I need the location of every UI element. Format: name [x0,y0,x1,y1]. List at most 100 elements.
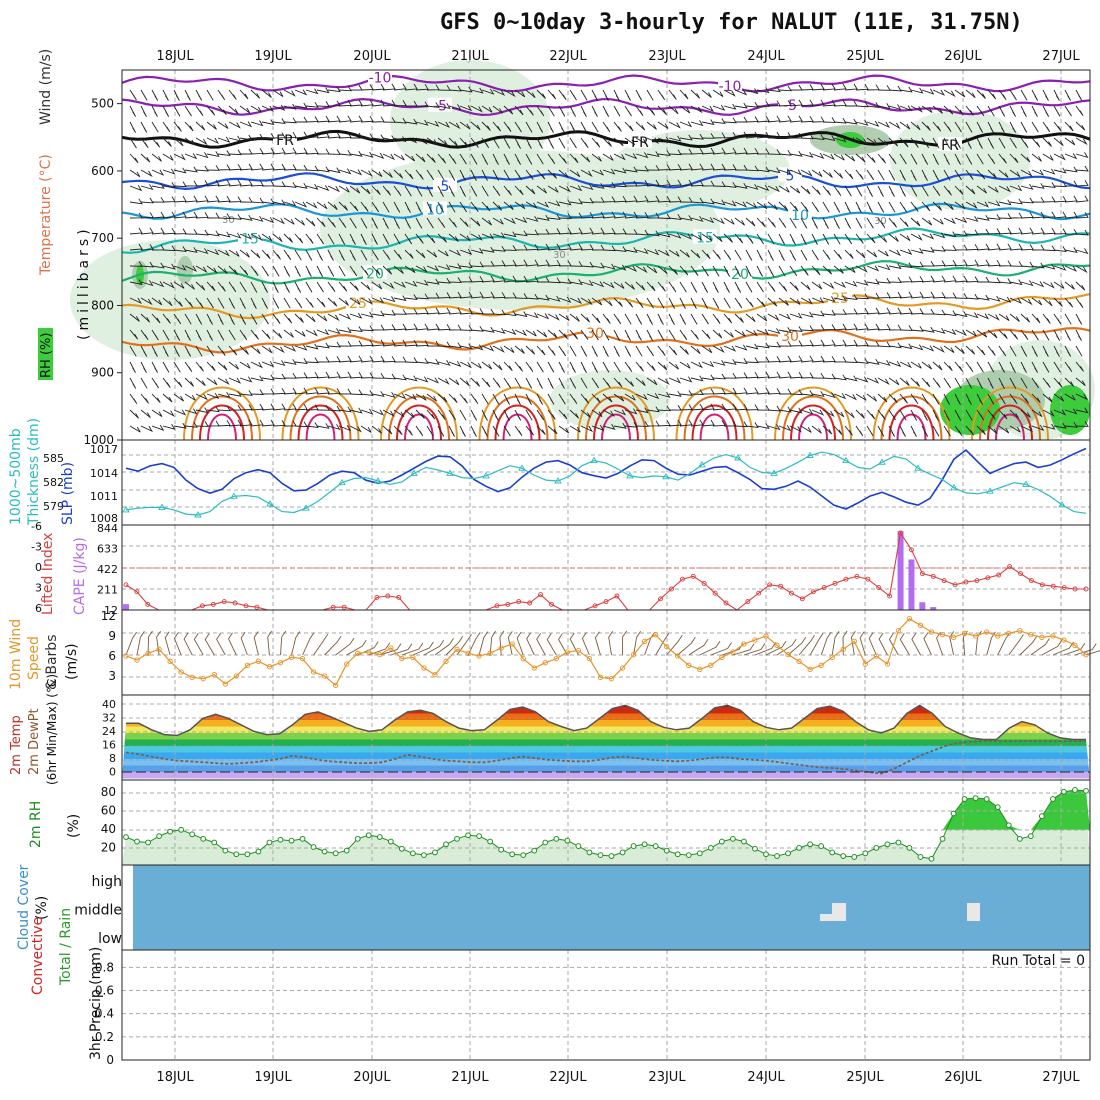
wind-barb [811,169,823,177]
wind-barb [206,313,213,325]
cape-tick-label: 844 [97,522,118,535]
precip-tick-label: 0.8 [95,960,114,974]
wind-barb [800,116,814,123]
wind-barb [987,105,995,117]
temp-tick-label: 40 [102,698,116,711]
wind-barb [558,296,572,303]
wind-barb [459,233,471,241]
wind-barb [283,249,292,261]
wind-barb [184,180,198,187]
wind-speed-point [995,633,1001,639]
wind-barb [569,105,576,117]
wind-barb [558,169,569,179]
wind-barb [327,313,340,322]
wind-barb [217,265,228,275]
wind-barb [1064,265,1078,272]
wind-barb [240,148,253,155]
wind-barb [228,377,242,384]
wind-barb [470,233,483,241]
wind-barb [745,165,759,172]
wind-barb [1075,165,1089,172]
wind-barb [514,345,525,354]
rh-point [818,843,825,849]
wind-barb [1053,422,1067,429]
wind-barb [602,409,615,417]
wind-barb [327,86,341,93]
wind-barb [272,345,285,354]
wind-barb [239,163,253,171]
wind-barb [514,105,524,116]
wind-barb [580,329,589,340]
wind-barb [690,389,704,395]
wind-barb [778,168,792,175]
li-point [145,601,151,607]
rh-tick-label: 40 [101,822,116,836]
wind-barb [602,393,613,403]
cape-bar [897,531,904,610]
ylabel-thickness-2: Thickness (dm) [26,418,42,526]
wind-barb [294,147,308,155]
wind-barb [327,405,341,412]
x-tick-label-bottom: 22JUL [549,1070,587,1085]
wind-speed-point [366,649,372,655]
temperature-dome [987,404,1033,441]
wind-barb [976,409,985,421]
wind-barb [591,121,599,133]
wind-barb [547,214,561,220]
wind-barb [899,105,913,112]
wind-barb [294,249,302,261]
wind-speed-point [675,653,681,659]
wind-barb [712,233,723,243]
wind-barb [371,372,385,379]
wind-barb [360,355,374,363]
wind-barb [558,278,572,285]
rh-point [961,796,968,802]
wind-barb [558,345,567,357]
wind-barb [459,169,466,181]
wind-barb [899,185,906,197]
rh-point [354,835,361,842]
wind-barb [1031,262,1045,269]
wind-barb [646,406,660,413]
wind-barb [910,217,921,227]
li-point [690,573,696,579]
rh-point [465,832,471,839]
thickness-point [698,461,706,468]
wind-barb [1020,261,1034,268]
wind-barb [811,409,825,416]
wind-barb [888,121,901,130]
wind-tick-label: 12 [101,609,116,623]
wind-barb [800,325,814,332]
temperature-dome [601,413,631,441]
wind-barb [701,119,715,126]
wind-barb [844,185,852,197]
wind-barb [789,355,803,363]
wind-barb-10m [267,630,273,656]
wind-barb [448,249,462,257]
wind-barb [547,153,556,165]
wind-barb [459,425,466,437]
wind-barb [1009,361,1016,373]
wind-barb [415,409,425,419]
wind-barb [239,265,249,276]
wind-barb [943,377,951,389]
wind-barb [745,371,759,379]
temperature-dome [675,386,754,441]
wind-barb [965,276,979,283]
wind-barb [690,89,701,99]
wind-barb [470,361,482,369]
temp-band [122,726,1090,733]
wind-barb [217,281,226,292]
wind-barb [327,297,338,307]
wind-barb [899,425,906,437]
wind-speed-point [321,673,328,679]
wind-barb [690,329,699,340]
wind-barb [976,361,984,373]
wind-barb-10m [986,631,996,656]
wind-barb [602,281,615,289]
wind-barb [789,115,803,123]
wind-barb [162,409,175,417]
wind-barb [811,265,821,276]
wind-barb [393,409,405,418]
